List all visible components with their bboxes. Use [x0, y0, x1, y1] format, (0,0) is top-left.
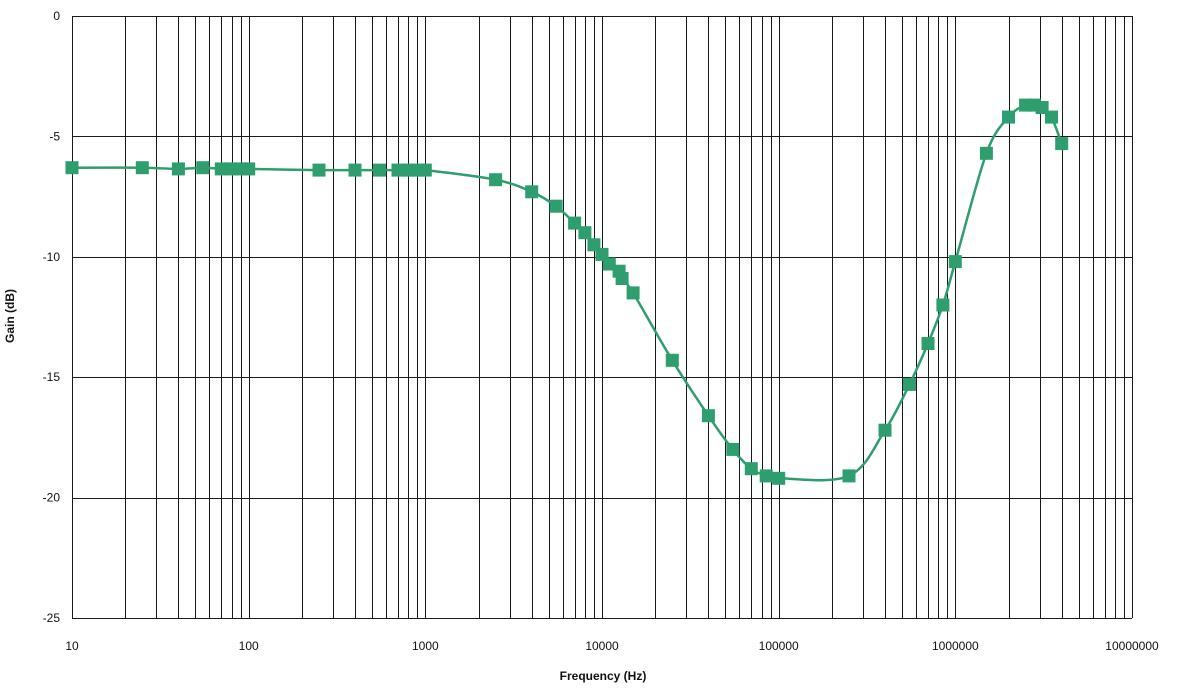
data-point-marker — [391, 163, 405, 177]
data-point-marker — [903, 377, 916, 391]
data-point-marker — [568, 216, 582, 230]
data-point-marker — [948, 255, 962, 269]
x-tick-label: 100000 — [759, 639, 799, 653]
y-tick-label: -20 — [43, 491, 61, 505]
x-tick-label: 1000000 — [932, 639, 979, 653]
data-point-marker — [549, 199, 563, 213]
series-line — [71, 102, 1063, 482]
data-point-marker — [772, 471, 786, 485]
data-point-marker — [135, 161, 149, 175]
data-point-marker — [626, 286, 640, 300]
data-point-marker — [665, 353, 679, 367]
x-tick-label: 10 — [65, 639, 79, 653]
data-point-marker — [842, 469, 856, 483]
data-point-marker — [921, 337, 935, 350]
data-point-marker — [214, 162, 228, 176]
tick-label-layer: 10 100 1000 10000 100000 1000000 10000000 0 -5 -1… — [43, 9, 1159, 653]
data-point-marker — [701, 409, 715, 423]
data-point-marker — [489, 173, 503, 187]
x-tick-label: 10000000 — [1105, 639, 1159, 653]
y-axis-title: Gain (dB) — [3, 289, 17, 343]
data-point-marker — [171, 162, 185, 176]
data-point-marker — [525, 185, 539, 199]
data-point-marker — [759, 469, 773, 483]
data-point-marker — [979, 146, 993, 160]
data-point-marker — [615, 272, 629, 285]
y-tick-label: 0 — [53, 9, 60, 23]
data-point-marker — [578, 226, 592, 240]
y-tick-label: -10 — [43, 250, 61, 264]
x-tick-label: 10000 — [585, 639, 619, 653]
series-layer — [65, 98, 1069, 485]
x-tick-label: 100 — [239, 639, 259, 653]
data-point-marker — [348, 163, 362, 177]
data-point-marker — [744, 462, 758, 476]
y-tick-label: -15 — [43, 370, 61, 384]
data-point-marker — [196, 161, 210, 175]
data-point-marker — [602, 257, 616, 271]
data-point-marker — [373, 163, 386, 177]
data-point-marker — [878, 423, 892, 437]
data-point-marker — [65, 161, 79, 175]
data-point-marker — [418, 163, 432, 177]
data-point-marker — [726, 442, 740, 456]
x-tick-label: 1000 — [412, 639, 439, 653]
y-tick-label: -25 — [43, 611, 61, 625]
data-point-marker — [1002, 110, 1015, 124]
x-axis-title: Frequency (Hz) — [560, 669, 647, 683]
data-point-marker — [1045, 110, 1058, 124]
data-point-marker — [936, 298, 950, 312]
data-point-marker — [312, 163, 326, 177]
data-point-marker — [242, 162, 256, 176]
grid-layer — [72, 16, 1133, 619]
y-tick-label: -5 — [49, 129, 60, 143]
data-point-marker — [1055, 137, 1069, 151]
